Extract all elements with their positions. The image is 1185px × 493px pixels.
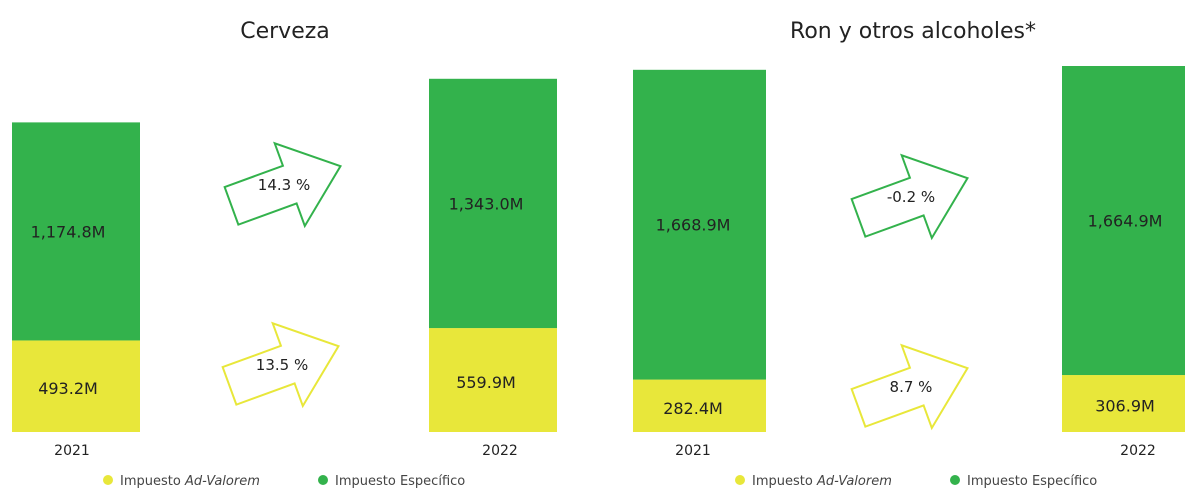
data-label-ad-valorem-2022: 559.9M [456,373,516,392]
arrow-outline-icon [850,153,969,241]
data-label-ad-valorem-2021: 282.4M [663,399,723,418]
arrow-outline-icon [223,141,342,229]
legend-label-italic: Ad-Valorem [184,474,260,489]
data-label-especifico-2022: 1,664.9M [1088,212,1163,231]
change-label-ad_valorem: 13.5 % [256,356,308,374]
legend-label-especifico: Impuesto Específico [335,474,465,489]
arrow-outline-icon [850,343,969,431]
chart-title: Ron y otros alcoholes* [790,19,1036,44]
bar-especifico-2021 [633,69,766,380]
data-label-especifico-2021: 1,668.9M [656,216,731,235]
bar-ad-valorem-2021 [12,340,140,432]
arrow-outline-icon [221,321,340,409]
x-tick-label-2022: 2022 [482,443,518,459]
bar-ad-valorem-2022 [1062,375,1185,432]
legend-dot-ad-valorem [103,475,113,485]
change-arrow-especifico [850,153,969,241]
legend-label-ad-valorem: Impuesto Ad-Valorem [752,474,892,489]
bar-especifico-2021 [12,122,140,341]
change-label-especifico: -0.2 % [887,188,935,206]
data-label-ad-valorem-2022: 306.9M [1095,397,1155,416]
x-tick-label-2021: 2021 [54,443,90,459]
bar-especifico-2022 [1062,66,1185,376]
legend-label-prefix: Impuesto [120,474,185,489]
legend-dot-especifico [318,475,328,485]
data-label-ad-valorem-2021: 493.2M [38,379,98,398]
chart-ron-otros-alcoholes: Ron y otros alcoholes* 282.4M 1,668.9M 2021… [633,19,1185,489]
legend-label-ad-valorem: Impuesto Ad-Valorem [120,474,260,489]
chart-cerveza: Cerveza 493.2M 1,174.8M 2021 559.9M 1,343.0M 2… [12,19,557,489]
legend-label-especifico: Impuesto Específico [967,474,1097,489]
legend-label-prefix: Impuesto [752,474,817,489]
change-arrow-ad_valorem [221,321,340,409]
legend-dot-ad-valorem [735,475,745,485]
x-tick-label-2021: 2021 [675,443,711,459]
change-arrow-especifico [223,141,342,229]
change-label-ad_valorem: 8.7 % [890,378,933,396]
bar-especifico-2022 [429,78,557,329]
data-label-especifico-2021: 1,174.8M [31,222,106,241]
legend-label-italic: Ad-Valorem [816,474,892,489]
data-label-especifico-2022: 1,343.0M [449,194,524,213]
bar-ad-valorem-2022 [429,328,557,432]
change-arrow-ad_valorem [850,343,969,431]
change-label-especifico: 14.3 % [258,176,310,194]
x-tick-label-2022: 2022 [1120,443,1156,459]
legend-dot-especifico [950,475,960,485]
chart-title: Cerveza [240,19,330,44]
bar-ad-valorem-2021 [633,379,766,432]
